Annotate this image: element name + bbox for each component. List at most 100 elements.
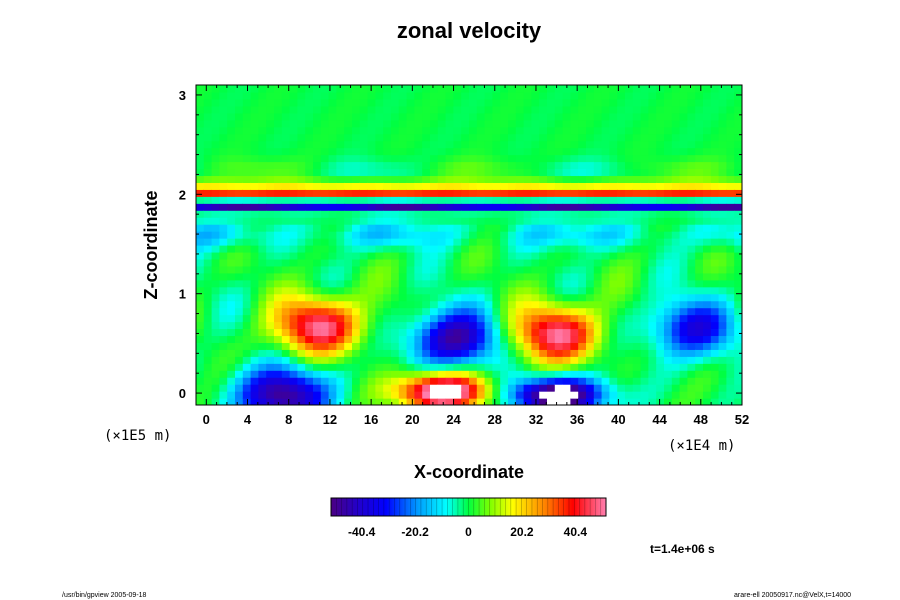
heatmap-cell (718, 391, 727, 399)
heatmap-cell (274, 335, 283, 343)
heatmap-cell (578, 286, 587, 295)
heatmap-cell (531, 196, 540, 204)
heatmap-cell (414, 182, 423, 190)
heatmap-cell (578, 272, 587, 281)
heatmap-cell (547, 321, 556, 330)
heatmap-cell (367, 154, 376, 163)
heatmap-cell (632, 168, 642, 177)
heatmap-cell (515, 210, 525, 218)
heatmap-cell (547, 210, 556, 218)
heatmap-cell (422, 147, 431, 156)
heatmap-cell (437, 147, 447, 156)
heatmap-cell (664, 189, 673, 197)
heatmap-cell (703, 363, 712, 371)
heatmap-cell (445, 140, 454, 149)
heatmap-cell (523, 85, 532, 93)
heatmap-cell (398, 321, 408, 330)
heatmap-cell (484, 140, 493, 149)
heatmap-cell (328, 328, 337, 337)
heatmap-cell (196, 265, 205, 274)
heatmap-cell (609, 279, 618, 288)
heatmap-cell (500, 85, 509, 93)
heatmap-cell (344, 384, 353, 392)
heatmap-cell (211, 112, 220, 121)
heatmap-cell (242, 182, 252, 190)
heatmap-cell (710, 203, 720, 211)
heatmap-cell (203, 203, 213, 211)
heatmap-cell (718, 251, 727, 260)
heatmap-cell (656, 175, 665, 183)
heatmap-cell (242, 126, 252, 135)
heatmap-cell (266, 112, 275, 121)
heatmap-cell (414, 314, 423, 323)
heatmap-cell (266, 328, 275, 337)
heatmap-cell (734, 384, 742, 392)
heatmap-cell (710, 370, 720, 378)
heatmap-cell (414, 126, 423, 135)
heatmap-cell (640, 147, 649, 156)
heatmap-cell (250, 328, 259, 337)
heatmap-cell (274, 224, 283, 232)
heatmap-cell (375, 349, 384, 357)
heatmap-cell (336, 391, 345, 399)
heatmap-cell (383, 370, 392, 378)
heatmap-cell (617, 217, 626, 225)
heatmap-cell (523, 307, 532, 316)
heatmap-cell (695, 85, 704, 93)
heatmap-cell (656, 300, 665, 309)
heatmap-cell (250, 112, 259, 121)
heatmap-cell (523, 189, 532, 197)
heatmap-cell (242, 119, 252, 128)
heatmap-cell (406, 196, 415, 204)
heatmap-cell (664, 335, 673, 343)
heatmap-cell (718, 356, 727, 364)
heatmap-cell (211, 391, 220, 399)
heatmap-cell (461, 140, 470, 149)
heatmap-cell (211, 98, 220, 107)
heatmap-cell (710, 98, 720, 107)
heatmap-cell (258, 140, 267, 149)
heatmap-cell (617, 168, 626, 177)
heatmap-cell (687, 279, 696, 288)
heatmap-cell (562, 391, 571, 399)
heatmap-cell (539, 342, 548, 350)
heatmap-cell (375, 265, 384, 274)
heatmap-cell (687, 168, 696, 177)
heatmap-cell (632, 265, 642, 274)
heatmap-cell (461, 349, 470, 357)
heatmap-cell (391, 293, 400, 302)
heatmap-cell (359, 182, 369, 190)
heatmap-cell (476, 98, 486, 107)
heatmap-cell (687, 231, 696, 239)
heatmap-cell (383, 119, 392, 128)
heatmap-cell (554, 265, 564, 274)
heatmap-cell (718, 335, 727, 343)
heatmap-cell (391, 182, 400, 190)
heatmap-cell (695, 279, 704, 288)
x-tick-label: 32 (529, 412, 543, 427)
heatmap-cell (679, 126, 688, 135)
heatmap-cell (258, 335, 267, 343)
heatmap-cell (625, 189, 634, 197)
heatmap-cell (383, 258, 392, 267)
heatmap-cell (297, 196, 306, 204)
heatmap-cell (250, 349, 259, 357)
heatmap-cell (492, 384, 501, 392)
heatmap-cell (359, 342, 369, 350)
heatmap-cell (422, 307, 431, 316)
heatmap-cell (617, 140, 626, 149)
heatmap-cell (539, 168, 548, 177)
heatmap-cell (266, 147, 275, 156)
heatmap-cell (250, 258, 259, 267)
heatmap-cell (461, 161, 470, 170)
heatmap-cell (305, 126, 314, 135)
heatmap-cell (313, 245, 322, 253)
heatmap-cell (679, 265, 688, 274)
heatmap-cell (406, 105, 415, 114)
heatmap-cell (562, 258, 571, 267)
heatmap-cell (235, 203, 244, 211)
heatmap-cell (523, 363, 532, 371)
heatmap-cell (211, 258, 220, 267)
heatmap-cell (235, 265, 244, 274)
heatmap-cell (359, 314, 369, 323)
